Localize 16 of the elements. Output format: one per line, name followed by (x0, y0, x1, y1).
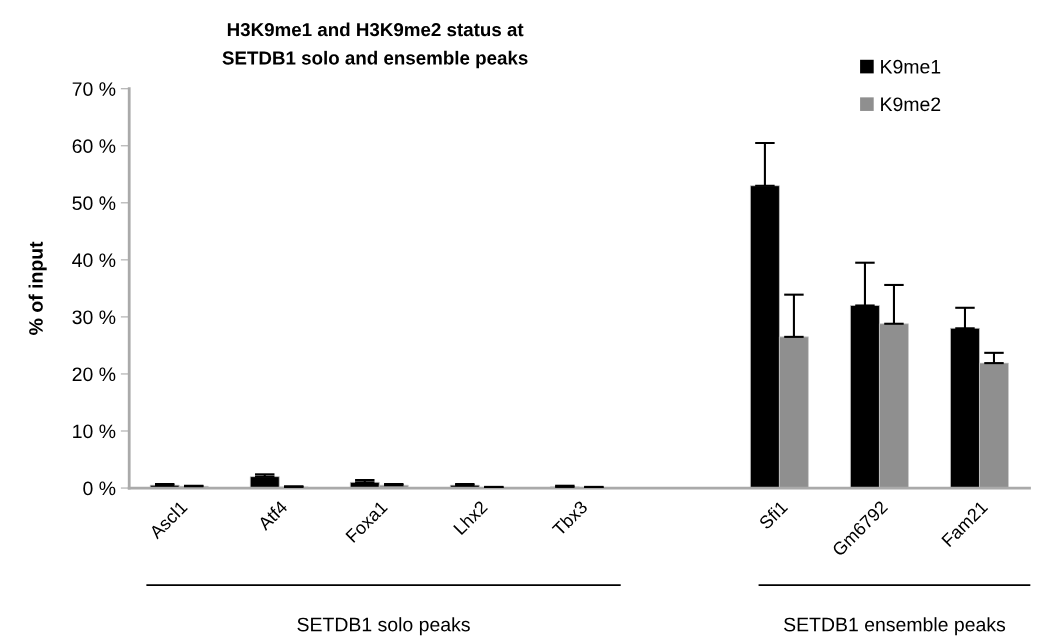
y-tick-label: 10 % (73, 424, 116, 439)
text: SETDB1 solo peaks (297, 617, 470, 636)
x-tick-label: Sfi1 (758, 499, 789, 530)
text: SETDB1 ensemble peaks (784, 617, 1006, 636)
y-tick-label: 0 % (83, 481, 116, 496)
legend-label: K9me2 (881, 97, 941, 112)
y-tick-label: 30 % (72, 310, 116, 325)
x-tick-label: Atf4 (256, 499, 289, 532)
legend-label: K9me1 (881, 59, 941, 74)
y-tick-label: 60 % (72, 139, 116, 154)
y-tick-label: 70 % (72, 82, 116, 96)
chart-title: H3K9me1 and H3K9me2 status at SETDB1 solo and ensemble peaks (222, 22, 528, 69)
y-tick-label: 50 % (72, 196, 116, 211)
y-axis-title: % of input (28, 241, 47, 335)
y-tick-label: 20 % (72, 367, 116, 382)
y-tick-label: 40 % (72, 253, 116, 268)
